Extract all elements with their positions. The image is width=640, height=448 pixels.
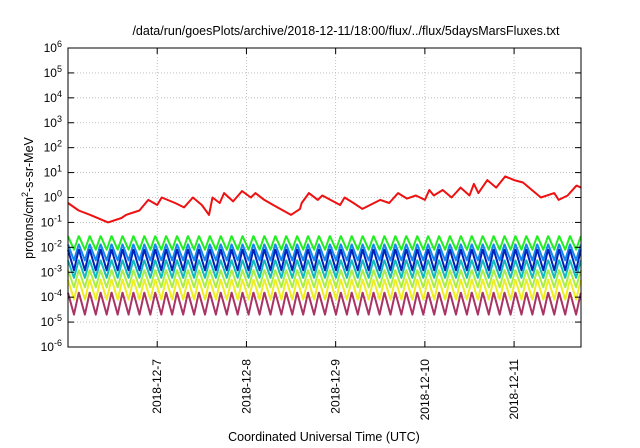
x-tick-label: 2018-12-9 xyxy=(329,359,343,414)
series-lines xyxy=(67,175,582,316)
series-line-3 xyxy=(67,243,582,262)
y-tick-label: 10-6 xyxy=(41,338,62,354)
chart-title: /data/run/goesPlots/archive/2018-12-11/1… xyxy=(132,24,560,38)
series-line-6 xyxy=(67,269,582,289)
y-tick-label: 10-1 xyxy=(41,213,62,229)
y-tick-label: 104 xyxy=(44,89,62,105)
y-axis-label: protons/cm2-s-sr-MeV xyxy=(20,136,36,258)
x-tick-label: 2018-12-10 xyxy=(418,359,432,421)
y-tick-label: 10-3 xyxy=(41,263,62,279)
series-line-1 xyxy=(67,175,582,224)
y-axis-label-rest: -s-sr-MeV xyxy=(22,136,36,192)
series-line-4 xyxy=(67,248,582,272)
y-axis-label-sup: 2 xyxy=(20,192,30,197)
y-axis: 10-6 10-5 10-4 10-3 10-2 10-1 100 101 102 103 104 1… xyxy=(41,39,581,354)
y-tick-label: 10-5 xyxy=(41,313,62,329)
y-tick-label: 102 xyxy=(44,139,62,155)
x-axis: 2018-12-7 2018-12-8 2018-12-9 2018-12-10 201… xyxy=(150,48,521,420)
series-line-2 xyxy=(67,235,582,251)
series-line-7 xyxy=(67,278,582,301)
y-axis-label-base: protons/cm xyxy=(22,197,36,259)
y-tick-label: 10-4 xyxy=(41,288,62,304)
x-tick-label: 2018-12-8 xyxy=(239,359,253,414)
y-tick-label: 10-2 xyxy=(41,238,62,254)
x-axis-label: Coordinated Universal Time (UTC) xyxy=(228,430,420,444)
series-line-8 xyxy=(67,291,582,316)
series-line-5 xyxy=(67,259,582,279)
y-tick-label: 100 xyxy=(44,189,62,205)
y-tick-label: 103 xyxy=(44,114,62,130)
y-tick-label: 101 xyxy=(44,164,62,180)
y-tick-label: 105 xyxy=(44,64,62,80)
y-tick-label: 106 xyxy=(44,39,62,55)
x-tick-label: 2018-12-7 xyxy=(150,359,164,414)
x-tick-label: 2018-12-11 xyxy=(507,359,521,420)
